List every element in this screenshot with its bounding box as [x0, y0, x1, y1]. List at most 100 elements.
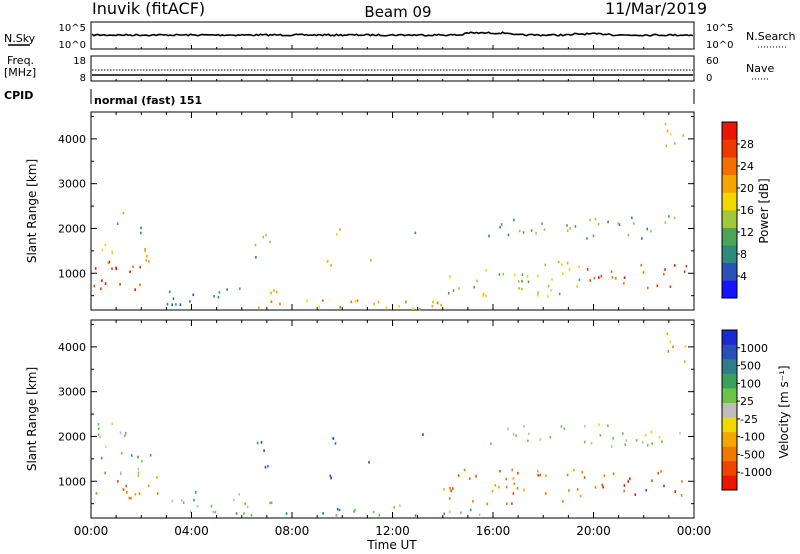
scatter-cell: [125, 484, 128, 488]
scatter-cell: [560, 425, 563, 428]
scatter-cell: [663, 272, 665, 276]
scatter-cell: [603, 474, 606, 477]
y-tick-label: 3000: [58, 386, 86, 399]
scatter-cell: [265, 233, 267, 237]
scatter-cell: [506, 502, 508, 505]
scatter-cell: [419, 307, 421, 311]
colorbar-tick-label: -500: [740, 448, 765, 461]
scatter-cell: [95, 492, 98, 495]
scatter-cell: [131, 454, 133, 457]
scatter-cell: [100, 456, 103, 460]
scatter-cell: [661, 440, 663, 443]
scatter-cell: [683, 360, 686, 363]
scatter-cell: [566, 229, 569, 232]
colorbar-tick-label: 1000: [740, 342, 768, 355]
x-tick-label: 12:00: [375, 524, 410, 538]
scatter-cell: [522, 231, 525, 234]
x-tick-label: 16:00: [476, 524, 511, 538]
scatter-cell: [665, 144, 668, 148]
scatter-cell: [511, 468, 514, 472]
scatter-cell: [482, 294, 484, 298]
scatter-cell: [478, 513, 481, 517]
scatter-cell: [108, 260, 111, 264]
scatter-cell: [254, 243, 257, 247]
scatter-cell: [651, 442, 653, 445]
scatter-cell: [544, 492, 547, 495]
scatter-cell: [139, 283, 141, 287]
scatter-cell: [171, 499, 174, 503]
colorbar-tick-label: -100: [740, 431, 765, 444]
scatter-cell: [270, 501, 273, 505]
scatter-cell: [526, 274, 529, 278]
scatter-cell: [120, 471, 122, 475]
colorbar-segment: [722, 460, 737, 476]
scatter-cell: [129, 270, 131, 274]
scatter-cell: [450, 489, 452, 493]
scatter-cell: [645, 488, 647, 492]
scatter-cell: [629, 477, 631, 480]
scatter-cell: [322, 299, 324, 302]
scatter-cell: [256, 441, 259, 445]
scatter-cell: [189, 300, 191, 303]
power-colorbar-label: Power [dB]: [757, 178, 771, 243]
x-tick-label: 00:00: [677, 524, 712, 538]
scatter-cell: [104, 471, 106, 475]
scatter-cell: [267, 464, 269, 468]
scatter-cell: [105, 445, 107, 448]
scatter-cell: [126, 491, 128, 494]
colorbar-segment: [722, 262, 737, 281]
scatter-cell: [586, 237, 588, 240]
scatter-cell: [469, 477, 471, 480]
scatter-cell: [218, 291, 221, 294]
scatter-cell: [668, 215, 670, 218]
colorbar-segment: [722, 245, 737, 264]
scatter-cell: [521, 279, 523, 283]
scatter-cell: [485, 294, 487, 298]
scatter-cell: [568, 489, 570, 492]
scatter-cell: [457, 474, 460, 477]
scatter-cell: [658, 436, 661, 439]
scatter-cell: [246, 505, 249, 509]
scatter-cell: [452, 487, 454, 490]
scatter-cell: [350, 300, 353, 304]
scatter-cell: [192, 293, 195, 297]
power-scatter: [93, 122, 688, 311]
colorbar-tick-label: 20: [740, 182, 754, 195]
scatter-cell: [569, 227, 571, 230]
scatter-cell: [97, 423, 100, 426]
scatter-cell: [625, 439, 627, 442]
power-colorbar: 4 8 12 16 20 24 28: [721, 121, 754, 299]
scatter-cell: [334, 442, 337, 445]
scatter-cell: [576, 285, 578, 288]
scatter-cell: [182, 501, 185, 504]
scatter-cell: [499, 225, 501, 229]
scatter-cell: [657, 471, 660, 475]
scatter-cell: [238, 493, 240, 496]
x-tick-label: 00:00: [74, 524, 109, 538]
scatter-cell: [443, 512, 445, 516]
scatter-cell: [263, 449, 265, 452]
colorbar-tick-label: 100: [740, 377, 761, 390]
scatter-cell: [584, 424, 586, 428]
scatter-cell: [601, 483, 604, 487]
scatter-cell: [584, 440, 586, 444]
scatter-cell: [473, 285, 475, 289]
scatter-cell: [642, 271, 645, 274]
scatter-cell: [502, 272, 505, 276]
scatter-cell: [682, 134, 685, 137]
scatter-cell: [460, 511, 462, 514]
scatter-cell: [452, 289, 455, 292]
sky-tick-bottom-right: 10^0: [706, 40, 733, 51]
scatter-cell: [94, 267, 97, 270]
scatter-cell: [335, 514, 338, 517]
scatter-cell: [592, 234, 595, 238]
scatter-cell: [244, 502, 246, 506]
colorbar-segment: [722, 227, 737, 246]
colorbar-segment: [722, 157, 737, 176]
scatter-cell: [562, 272, 564, 275]
scatter-cell: [120, 452, 123, 455]
scatter-cell: [578, 278, 581, 282]
scatter-cell: [255, 256, 257, 259]
scatter-cell: [448, 510, 451, 514]
scatter-cell: [101, 248, 104, 252]
